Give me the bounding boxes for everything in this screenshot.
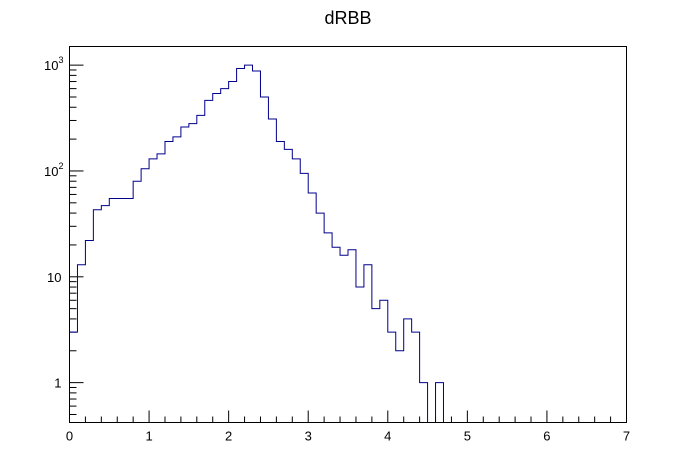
x-tick-label: 4 (384, 429, 391, 444)
x-tick-label: 7 (623, 429, 630, 444)
x-tick-label: 5 (464, 429, 471, 444)
chart-title: dRBB (324, 8, 371, 28)
x-tick-label: 1 (145, 429, 152, 444)
x-tick-label: 6 (543, 429, 550, 444)
x-tick-label: 3 (305, 429, 312, 444)
x-tick-label: 0 (66, 429, 73, 444)
plot-frame (69, 46, 627, 423)
histogram-line (69, 64, 444, 423)
y-tick-label: 1 (54, 376, 61, 391)
axis-ticks (69, 64, 627, 423)
y-tick-label: 102 (44, 161, 63, 179)
x-tick-label: 2 (225, 429, 232, 444)
axis-tick-labels: 0 1 2 3 4 5 6 7 1 10 102 103 (44, 55, 630, 443)
y-tick-label: 10 (47, 270, 61, 285)
y-tick-label: 103 (44, 55, 63, 73)
